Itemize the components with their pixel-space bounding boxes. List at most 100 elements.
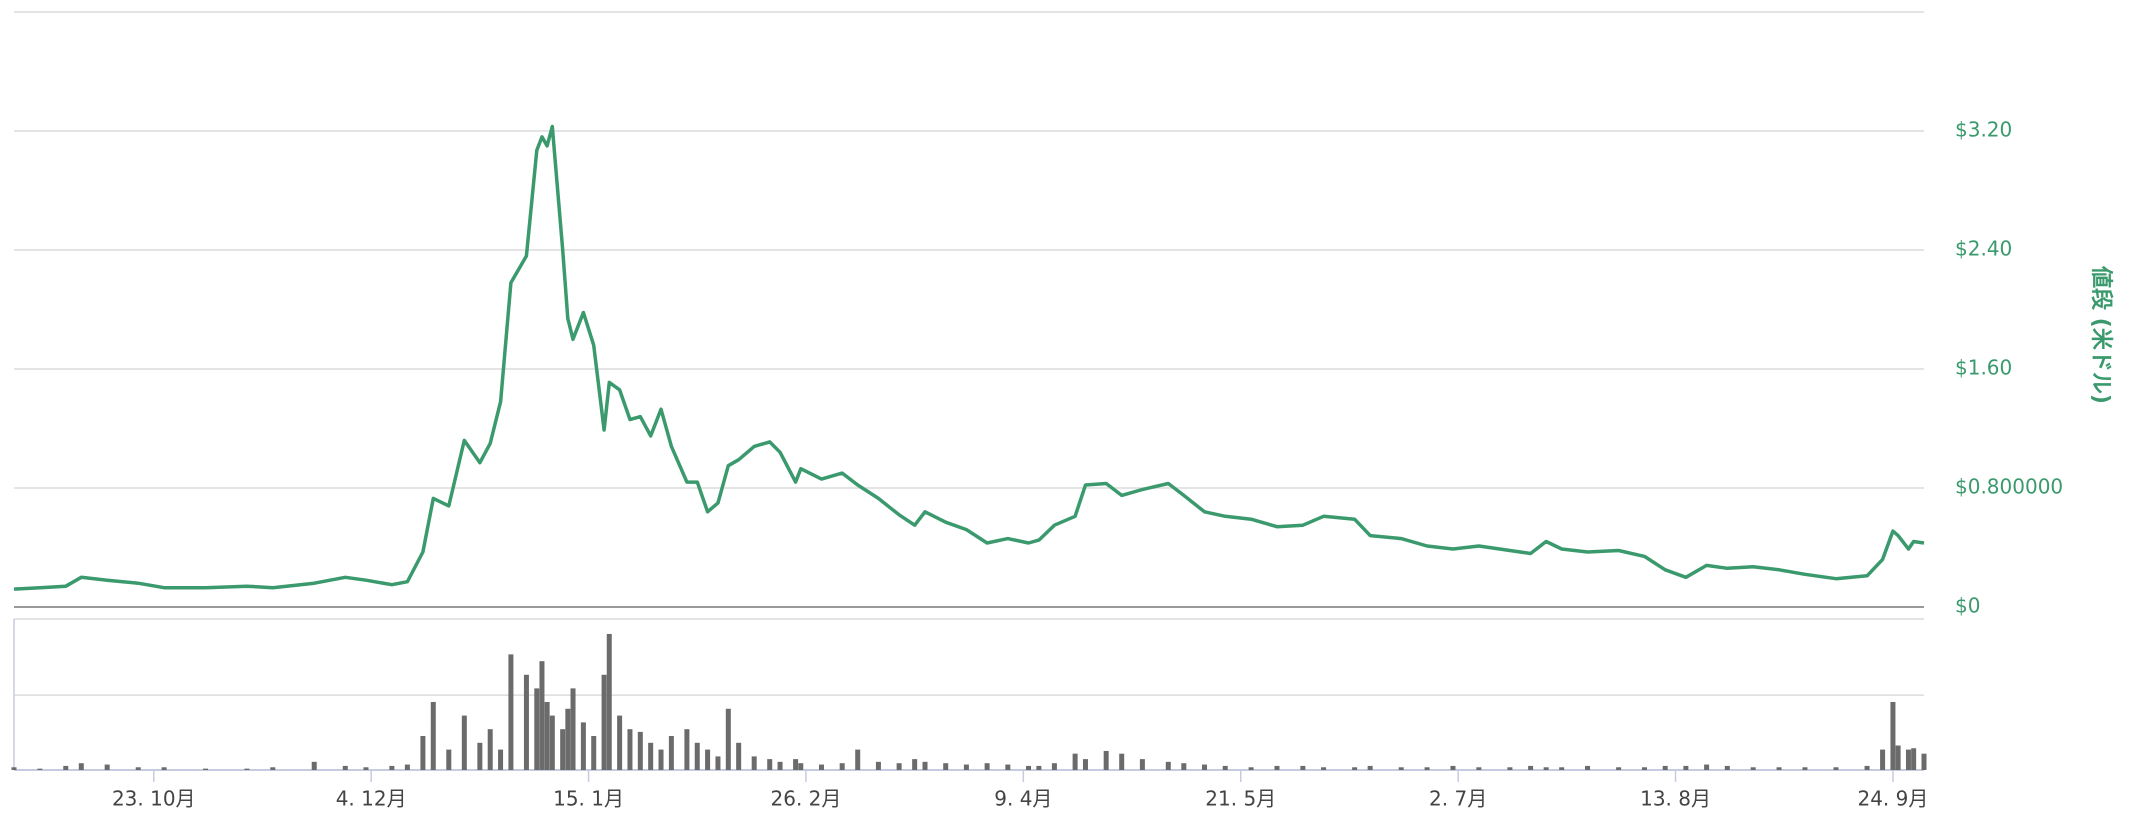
volume-bar — [1559, 767, 1565, 770]
volume-bar — [617, 715, 623, 770]
volume-bar — [1802, 767, 1808, 770]
volume-bar — [37, 768, 43, 770]
volume-bar — [1662, 765, 1668, 770]
volume-bar — [1704, 764, 1710, 770]
volume-bar — [658, 749, 664, 770]
volume-bar — [1890, 701, 1896, 770]
volume-bar — [1119, 753, 1125, 770]
volume-bar — [1367, 765, 1373, 770]
volume-bar — [1026, 765, 1032, 770]
volume-bar — [11, 767, 17, 770]
volume-bar — [943, 763, 949, 770]
volume-bar — [461, 715, 467, 770]
volume-bar — [363, 767, 369, 770]
volume-bar — [1398, 767, 1404, 770]
volume-bar — [389, 765, 395, 770]
volume-bar — [855, 749, 861, 770]
volume-bar — [1181, 763, 1187, 770]
volume-bar — [420, 735, 426, 770]
volume-bar — [1051, 763, 1057, 770]
y2-axis-title: 値段 (米ドル) — [2088, 265, 2114, 404]
volume-bar — [1833, 767, 1839, 770]
volume-bar — [1750, 767, 1756, 770]
volume-bar — [135, 767, 141, 770]
volume-bar — [244, 768, 250, 770]
volume-bar — [1424, 767, 1430, 770]
volume-bar — [1905, 749, 1911, 770]
volume-bar — [1641, 767, 1647, 770]
volume-bar — [839, 763, 845, 770]
volume-bar — [508, 654, 514, 770]
volume-bar — [922, 761, 928, 770]
volume-bar — [606, 633, 612, 770]
volume-bar — [498, 749, 504, 770]
volume-bar — [1300, 765, 1306, 770]
volume-bar — [694, 742, 700, 770]
volume-bar — [1585, 765, 1591, 770]
x-tick-label: 13. 8月 — [1640, 787, 1711, 811]
volume-bar — [342, 765, 348, 770]
volume-bar — [1450, 765, 1456, 770]
volume-bar — [565, 708, 571, 770]
volume-bar — [1895, 745, 1901, 770]
y-tick-label: $2.40 — [1955, 237, 2012, 261]
volume-bar — [539, 661, 545, 770]
volume-bar — [793, 759, 799, 770]
volume-bar — [1880, 749, 1886, 770]
x-tick-label: 23. 10月 — [112, 787, 196, 811]
volume-bar — [818, 764, 824, 770]
volume-bar — [1543, 767, 1549, 770]
volume-bar — [1202, 764, 1208, 770]
volume-bar — [1528, 765, 1534, 770]
volume-bar — [705, 749, 711, 770]
y-tick-label: $0 — [1955, 594, 1980, 618]
volume-bar — [1476, 767, 1482, 770]
volume-bar — [627, 729, 633, 770]
volume-bar — [477, 742, 483, 770]
volume-bar — [487, 729, 493, 770]
volume-bar — [963, 764, 969, 770]
volume-bar — [78, 763, 84, 770]
volume-bar — [1274, 765, 1280, 770]
y-tick-label: $1.60 — [1955, 356, 2012, 380]
volume-bar — [570, 688, 576, 770]
volume-bar — [544, 701, 550, 770]
x-tick-label: 24. 9月 — [1857, 787, 1928, 811]
volume-bar — [912, 759, 918, 770]
volume-bar — [1036, 765, 1042, 770]
volume-bar — [1072, 753, 1078, 770]
volume-bar — [580, 722, 586, 770]
volume-bar — [1321, 767, 1327, 770]
volume-bar — [984, 763, 990, 770]
x-tick-label: 15. 1月 — [553, 787, 624, 811]
volume-bar — [203, 768, 209, 770]
volume-bar — [1616, 767, 1622, 770]
volume-bar — [648, 742, 654, 770]
volume-bar — [63, 765, 69, 770]
volume-bar — [1683, 765, 1689, 770]
volume-bar — [270, 767, 276, 770]
x-tick-label: 9. 4月 — [994, 787, 1052, 811]
volume-bar — [523, 674, 529, 770]
price-line — [13, 124, 1925, 591]
volume-bar — [798, 763, 804, 770]
volume-bar — [637, 731, 643, 770]
volume-bar — [896, 763, 902, 770]
x-tick-label: 2. 7月 — [1429, 787, 1487, 811]
volume-bar — [684, 729, 690, 770]
volume-bar — [591, 735, 597, 770]
volume-bar — [560, 729, 566, 770]
volume-bar — [1911, 748, 1917, 770]
volume-bar — [1921, 753, 1927, 770]
volume-bar — [715, 756, 721, 770]
volume-bar — [549, 715, 555, 770]
volume-bar — [751, 756, 757, 770]
volume-bar — [777, 761, 783, 770]
volume-bar — [446, 749, 452, 770]
volume-bar — [1248, 767, 1254, 770]
volume-bar — [534, 688, 540, 770]
y-tick-label: $0.800000 — [1955, 475, 2063, 499]
x-tick-label: 26. 2月 — [771, 787, 842, 811]
volume-bar — [1352, 767, 1358, 770]
